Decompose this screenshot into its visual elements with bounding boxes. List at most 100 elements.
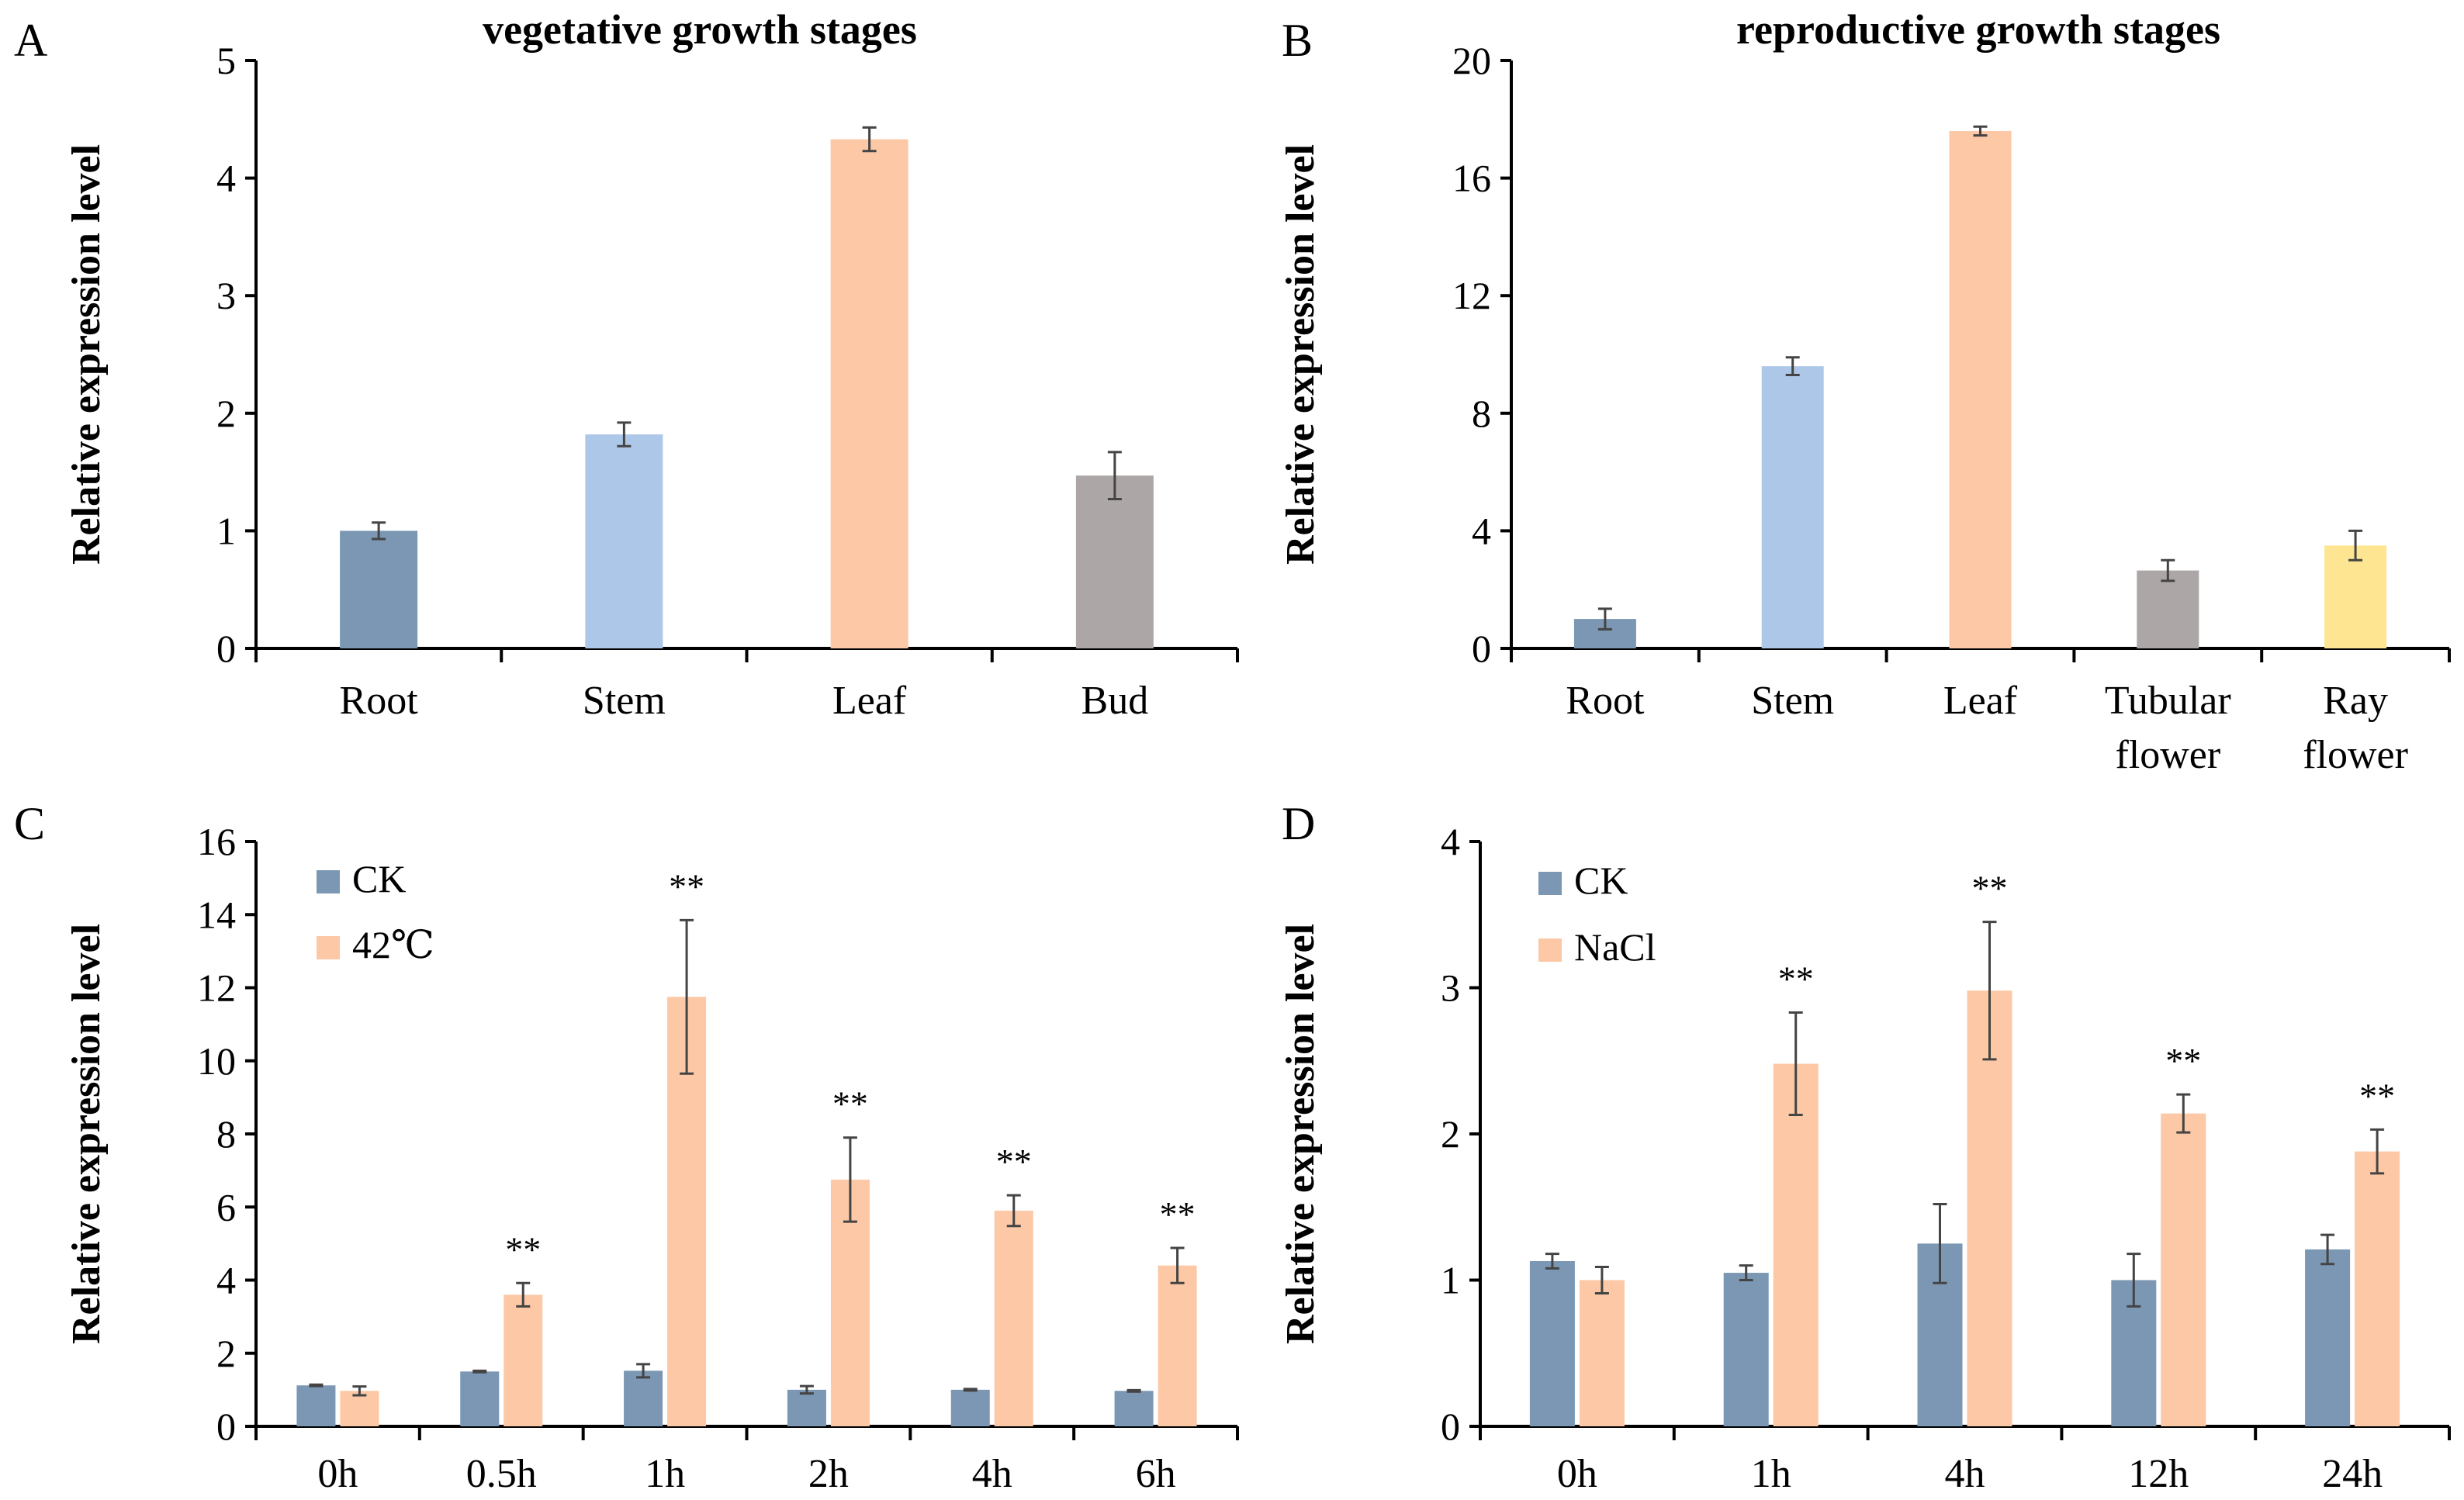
y-axis-label: Relative expression level — [1279, 924, 1323, 1344]
bar-ck-4 — [2305, 1249, 2351, 1426]
y-tick-label: 8 — [1472, 392, 1491, 435]
significance-marker: ** — [832, 1084, 868, 1124]
legend-swatch — [1538, 872, 1562, 895]
x-tick-label: Leaf — [1943, 679, 2018, 723]
x-tick-label: Bud — [1081, 679, 1149, 723]
panel-letter: B — [1282, 15, 1313, 66]
legend-label: CK — [1574, 859, 1628, 902]
bar-stem — [585, 434, 663, 648]
y-tick-label: 4 — [216, 1259, 236, 1302]
x-tick-label: Ray — [2323, 679, 2388, 723]
panel-letter: D — [1282, 798, 1315, 849]
x-tick-label: 4h — [1945, 1452, 1985, 1496]
y-tick-label: 3 — [1441, 966, 1460, 1010]
x-tick-label: 12h — [2128, 1452, 2189, 1496]
bar-nacl-1 — [1773, 1063, 1819, 1426]
y-axis-label: Relative expression level — [64, 924, 109, 1344]
legend-label: CK — [352, 857, 406, 900]
x-tick-label: Stem — [583, 679, 666, 723]
significance-marker: ** — [1972, 869, 2008, 908]
x-tick-label: Stem — [1751, 679, 1834, 723]
significance-marker: ** — [505, 1229, 541, 1269]
y-tick-label: 0 — [216, 627, 236, 670]
y-tick-label: 20 — [1452, 39, 1491, 82]
bar-stem — [1761, 366, 1824, 648]
bar-bud — [1075, 475, 1154, 648]
legend-swatch — [1538, 938, 1562, 962]
y-tick-label: 2 — [216, 1332, 236, 1375]
x-tick-label: 6h — [1136, 1452, 1176, 1496]
significance-marker: ** — [2165, 1041, 2201, 1080]
bar-42-1 — [504, 1294, 543, 1426]
x-tick-label: 2h — [808, 1452, 849, 1496]
bar-ck-4 — [950, 1389, 990, 1426]
chart-title: reproductive growth stages — [1736, 6, 2220, 53]
bar-42-4 — [994, 1210, 1033, 1426]
x-tick-label: Leaf — [832, 679, 907, 723]
x-tick-label: 4h — [972, 1452, 1012, 1496]
y-tick-label: 5 — [216, 39, 236, 82]
y-axis-label: Relative expression level — [64, 144, 109, 565]
chart-panel-c: C Relative expression level 0 2 4 6 8 10 12 14 16 0… — [14, 798, 1239, 1496]
legend-label: NaCl — [1574, 925, 1656, 969]
y-tick-label: 16 — [197, 820, 236, 863]
significance-marker: ** — [1778, 959, 1814, 999]
y-tick-label: 2 — [1441, 1112, 1460, 1156]
bar-ray-flower — [2324, 545, 2387, 648]
panel-letter: C — [14, 798, 45, 849]
legend-label: 42℃ — [352, 923, 434, 966]
bar-ck-0 — [1529, 1260, 1575, 1426]
x-tick-label: flower — [2303, 733, 2408, 777]
chart-panel-d: D Relative expression level 0 1 2 3 4 0h 1h ** 4h *… — [1279, 798, 2451, 1496]
significance-marker: ** — [1160, 1194, 1196, 1234]
bar-nacl-3 — [2161, 1113, 2206, 1426]
bar-ck-2 — [624, 1370, 663, 1426]
y-tick-label: 6 — [216, 1185, 236, 1229]
y-tick-label: 4 — [216, 157, 236, 200]
y-tick-label: 12 — [197, 966, 236, 1010]
y-tick-label: 1 — [1441, 1259, 1460, 1302]
bar-42-0 — [340, 1391, 379, 1426]
bar-tubular-flower — [2137, 570, 2199, 648]
chart-title: vegetative growth stages — [483, 6, 917, 53]
y-tick-label: 4 — [1441, 820, 1460, 863]
x-tick-label: 1h — [1751, 1452, 1791, 1496]
bar-leaf — [1949, 130, 2012, 648]
legend-swatch — [317, 936, 340, 959]
y-tick-label: 0 — [1441, 1405, 1460, 1448]
bar-ck-5 — [1114, 1391, 1154, 1426]
y-tick-label: 14 — [197, 893, 236, 936]
panel-letter: A — [14, 15, 47, 66]
y-tick-label: 10 — [197, 1039, 236, 1083]
x-tick-label: 0h — [1557, 1452, 1597, 1496]
x-tick-label: flower — [2115, 733, 2220, 777]
bar-ck-1 — [460, 1371, 500, 1426]
bar-ck-3 — [787, 1389, 826, 1426]
legend-swatch — [317, 870, 340, 893]
bar-leaf — [830, 139, 908, 648]
y-tick-label: 12 — [1452, 274, 1491, 317]
x-tick-label: 24h — [2322, 1452, 2383, 1496]
y-tick-label: 3 — [216, 274, 236, 317]
y-tick-label: 0 — [216, 1405, 236, 1448]
bar-nacl-2 — [1967, 990, 2012, 1426]
x-tick-label: 1h — [645, 1452, 685, 1496]
significance-marker: ** — [2359, 1076, 2395, 1115]
y-tick-label: 4 — [1472, 509, 1491, 552]
bar-root — [340, 531, 418, 648]
y-tick-label: 8 — [216, 1112, 236, 1156]
y-tick-label: 2 — [216, 392, 236, 435]
y-tick-label: 0 — [1472, 627, 1491, 670]
significance-marker: ** — [669, 866, 704, 906]
bar-ck-0 — [296, 1385, 336, 1426]
x-tick-label: 0.5h — [466, 1452, 537, 1496]
significance-marker: ** — [996, 1142, 1032, 1181]
x-tick-label: 0h — [317, 1452, 358, 1496]
bar-nacl-4 — [2355, 1151, 2400, 1426]
x-tick-label: Tubular — [2105, 679, 2231, 723]
y-tick-label: 16 — [1452, 157, 1491, 200]
bar-ck-1 — [1723, 1273, 1769, 1426]
